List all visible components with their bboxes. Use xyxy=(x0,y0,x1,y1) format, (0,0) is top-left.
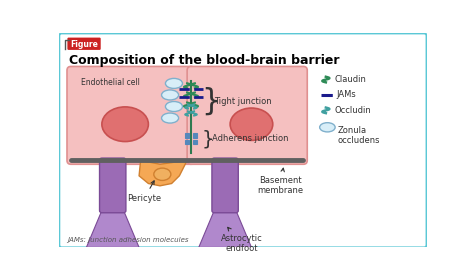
FancyBboxPatch shape xyxy=(59,33,427,247)
Text: Figure: Figure xyxy=(70,40,98,49)
Text: Adherens junction: Adherens junction xyxy=(212,134,288,143)
Text: Occludin: Occludin xyxy=(334,106,371,115)
Ellipse shape xyxy=(230,108,273,140)
FancyBboxPatch shape xyxy=(100,158,126,213)
Text: Tight junction: Tight junction xyxy=(214,97,272,106)
Bar xyxy=(192,133,197,138)
Text: JAMs: junction adhesion molecules: JAMs: junction adhesion molecules xyxy=(67,237,189,243)
FancyBboxPatch shape xyxy=(67,38,100,50)
Bar xyxy=(185,133,190,138)
Polygon shape xyxy=(199,210,251,247)
Ellipse shape xyxy=(102,107,148,142)
Text: Composition of the blood-brain barrier: Composition of the blood-brain barrier xyxy=(69,54,339,67)
Text: Endothelial cell: Endothelial cell xyxy=(81,78,140,87)
Polygon shape xyxy=(139,160,187,186)
Ellipse shape xyxy=(162,113,179,123)
FancyBboxPatch shape xyxy=(212,158,238,213)
Text: JAMs: JAMs xyxy=(336,90,356,100)
Text: Astrocytic
endfoot: Astrocytic endfoot xyxy=(220,227,262,253)
Ellipse shape xyxy=(162,90,179,100)
Text: Pericyte: Pericyte xyxy=(128,181,162,202)
Ellipse shape xyxy=(319,123,335,132)
Bar xyxy=(192,140,197,144)
Polygon shape xyxy=(86,210,139,247)
Text: }: } xyxy=(201,129,214,148)
FancyBboxPatch shape xyxy=(187,66,307,164)
Text: Zonula
occludens: Zonula occludens xyxy=(337,126,380,145)
Ellipse shape xyxy=(165,78,182,88)
Text: Basement
membrane: Basement membrane xyxy=(257,168,303,195)
Text: }: } xyxy=(201,87,220,116)
Ellipse shape xyxy=(154,168,171,180)
FancyBboxPatch shape xyxy=(67,66,195,164)
Text: Claudin: Claudin xyxy=(334,75,366,84)
Bar xyxy=(185,140,190,144)
Ellipse shape xyxy=(165,101,182,111)
